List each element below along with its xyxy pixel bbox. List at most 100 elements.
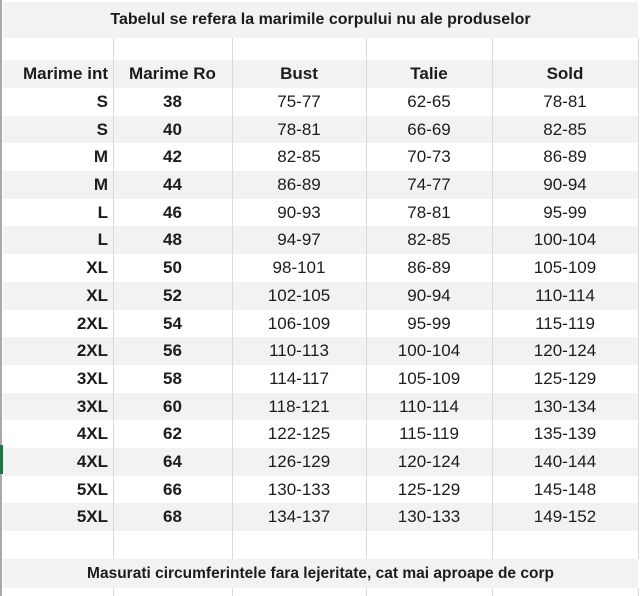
cell: 120-124 [397,451,461,471]
cell: 78-81 [277,119,321,139]
cell: 95-99 [543,202,587,222]
cell: 100-104 [533,230,597,250]
cell: 68 [163,507,182,527]
cell: 52 [163,285,182,305]
cell: 58 [163,368,182,388]
cell: 98-101 [272,258,326,278]
table-row: 3XL 58 114-117 105-109 125-129 [3,365,638,393]
gridline-vertical [492,38,493,559]
cell: 102-105 [267,285,331,305]
cell: 115-119 [535,313,595,333]
table-row: XL 52 102-105 90-94 110-114 [3,281,638,310]
cell: 66-69 [407,119,451,139]
gridline-vertical [638,588,639,596]
table-row: 4XL 64 126-129 120-124 140-144 [3,447,638,476]
header-row: Marime int Marime Ro Bust Talie Sold [3,60,638,88]
cell: 120-124 [533,341,597,361]
cell: 42 [163,147,182,167]
cell: 5XL [76,479,108,499]
cell: 105-109 [533,258,597,278]
cell: 90-93 [277,202,321,222]
cell: 60 [163,396,182,416]
cell: XL [86,285,108,305]
cell: 122-125 [267,424,331,444]
cell: 64 [163,451,182,471]
cell: 100-104 [397,341,461,361]
cell: 90-94 [407,285,451,305]
cell: 56 [163,341,182,361]
gridline-vertical [366,588,367,596]
column-header-bust: Bust [280,64,318,83]
cell: 125-129 [533,368,597,388]
cell: M [93,147,108,167]
cell: 46 [163,202,182,222]
cell: 78-81 [543,92,587,111]
table-row: 5XL 66 130-133 125-129 145-148 [3,476,638,504]
table-row: S 40 78-81 66-69 82-85 [3,115,638,144]
cell: 4XL [76,424,108,444]
table-row: XL 50 98-101 86-89 105-109 [3,254,638,282]
gridline-vertical [232,38,233,559]
cell: 118-121 [268,396,330,416]
cell: 3XL [76,396,108,416]
cell: S [96,119,108,139]
table-row: M 44 86-89 74-77 90-94 [3,171,638,199]
cell: 86-89 [277,175,321,195]
cell: 40 [163,119,182,139]
gridline-vertical [638,38,639,559]
gridline-vertical [366,38,367,559]
cell: 54 [163,313,182,333]
cell: 145-148 [533,479,597,499]
cell: 74-77 [407,175,451,195]
cell: S [96,92,108,111]
cell: 125-129 [397,479,461,499]
cell: 3XL [76,368,108,388]
green-edge-mark [0,445,3,474]
cell: 62-65 [407,92,451,111]
cell: 44 [163,175,182,195]
cell: L [97,230,108,250]
cell: 106-109 [267,313,331,333]
table-row: 2XL 56 110-113 100-104 120-124 [3,337,638,365]
cell: L [97,202,108,222]
cell: 94-97 [277,230,321,250]
window-edge-strip [0,0,2,596]
cell: 130-133 [397,507,461,527]
cell: 4XL [76,451,108,471]
gridline-vertical [492,588,493,596]
cell: 114-117 [269,368,329,388]
table-row: 4XL 62 122-125 115-119 135-139 [3,420,638,448]
cell: 135-139 [533,424,597,444]
footer-note: Masurati circumferintele fara lejeritate… [3,559,638,588]
cell: 110-113 [269,341,329,361]
cell: 130-134 [533,396,597,416]
cell: 82-85 [543,119,587,139]
cell: 90-94 [543,175,587,195]
cell: 38 [163,92,182,111]
cell: 2XL [76,313,108,333]
table-row: 2XL 54 106-109 95-99 115-119 [3,310,638,338]
cell: 62 [163,424,182,444]
table-row: 3XL 60 118-121 110-114 130-134 [3,392,638,421]
cell: 2XL [76,341,108,361]
table-row: 5XL 68 134-137 130-133 149-152 [3,503,638,531]
cell: 110-114 [399,396,459,416]
table-row: S 38 75-77 62-65 78-81 [3,88,638,116]
cell: 78-81 [407,202,451,222]
cell: M [93,175,108,195]
cell: 75-77 [277,92,321,111]
cell: 105-109 [397,368,461,388]
cell: 48 [163,230,182,250]
gridline-vertical [232,588,233,596]
sheet-title: Tabelul se refera la marimile corpului n… [3,2,638,38]
table-row: L 48 94-97 82-85 100-104 [3,226,638,255]
table-row: M 42 82-85 70-73 86-89 [3,143,638,171]
cell: 95-99 [407,313,451,333]
cell: 130-133 [267,479,331,499]
column-header-sold: Sold [546,64,584,83]
cell: 50 [163,258,182,278]
cell: 82-85 [407,230,451,250]
cell: 86-89 [407,258,451,278]
table-body: S 38 75-77 62-65 78-81 S 40 78-81 66-69 82-85 M 42 8… [3,88,638,531]
